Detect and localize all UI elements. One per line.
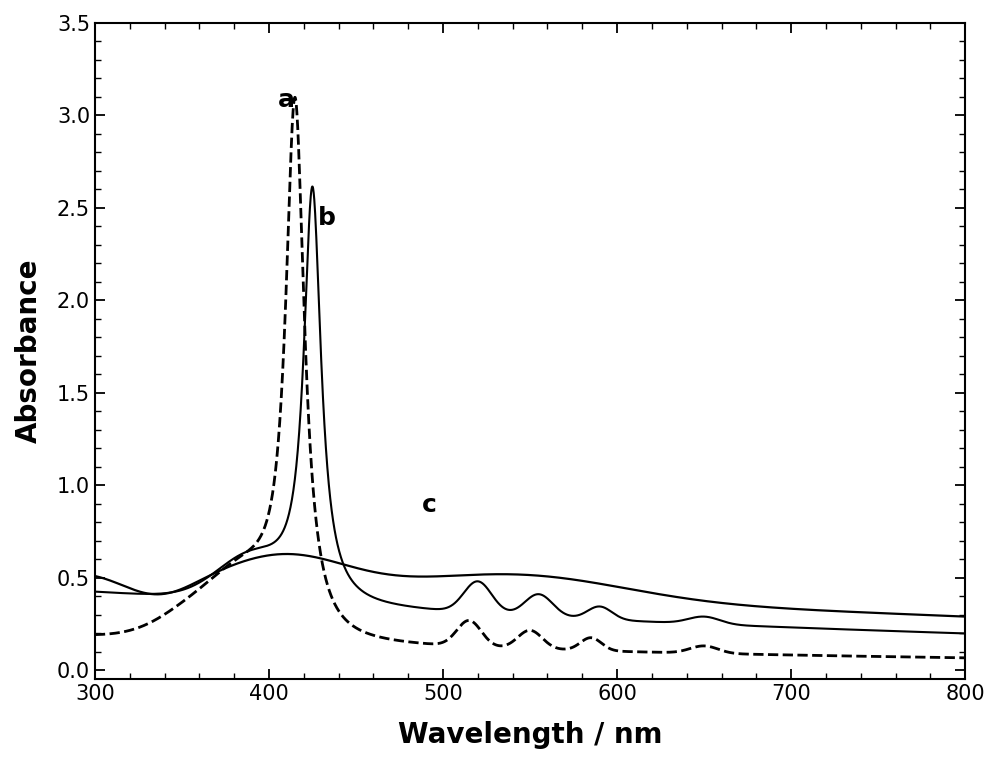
Text: a: a bbox=[278, 88, 295, 112]
Text: b: b bbox=[318, 206, 336, 230]
X-axis label: Wavelength / nm: Wavelength / nm bbox=[398, 721, 662, 749]
Y-axis label: Absorbance: Absorbance bbox=[15, 259, 43, 443]
Text: c: c bbox=[422, 493, 437, 516]
